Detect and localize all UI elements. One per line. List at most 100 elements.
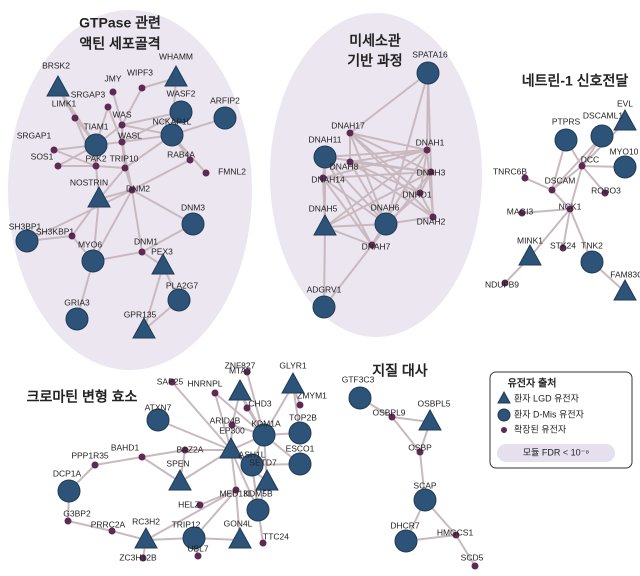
gene-lgd <box>418 408 442 431</box>
edge <box>107 106 123 143</box>
gene-label: HELZ <box>178 499 200 509</box>
gene-label: FMNL2 <box>218 166 246 176</box>
gene-expanded <box>118 121 126 129</box>
edge <box>67 520 113 532</box>
gene-expanded <box>91 461 99 469</box>
gene-label: RAB4A <box>167 149 195 159</box>
gene-label: TNK2 <box>581 240 603 250</box>
edge <box>94 456 143 466</box>
gene-label: DNAH7 <box>362 241 391 251</box>
gene-dmis <box>15 229 39 253</box>
gene-dmis <box>374 212 398 236</box>
gene-lgd <box>219 436 243 459</box>
edge <box>324 149 428 158</box>
edge <box>349 161 387 225</box>
gene-dmis <box>313 145 337 169</box>
gene-label: SRGAP1 <box>17 130 52 140</box>
legend-icon <box>497 390 511 404</box>
edge <box>145 489 237 541</box>
edge <box>324 171 432 228</box>
legend-item: 환자 LGD 유전자 <box>514 392 580 403</box>
gene-label: SOS1 <box>31 151 54 161</box>
legend-note: 모듈 FDR < 10⁻⁸ <box>523 447 590 457</box>
gene-label: OSBPL5 <box>417 398 450 408</box>
gene-label: BAHD1 <box>111 442 140 452</box>
gene-label: WHAMM <box>159 51 193 61</box>
gene-dmis <box>246 498 270 522</box>
gene-dmis <box>65 307 89 331</box>
gene-dmis <box>554 128 578 152</box>
gene-label: SH3BP1 <box>9 221 42 231</box>
edge <box>322 177 387 225</box>
gene-label: TOP2B <box>289 412 317 422</box>
gene-label: NOSTRIN <box>70 177 108 187</box>
gene-label: DNM3 <box>181 202 205 212</box>
gene-expanded <box>50 146 58 154</box>
gene-label: PTPRS <box>552 116 581 126</box>
gene-label: DCP1A <box>53 468 82 478</box>
gene-label: JMY <box>105 73 122 83</box>
gene-label: HNRNPL <box>188 378 223 388</box>
gene-label: CHD3 <box>248 398 271 408</box>
gene-label: TIAM1 <box>83 121 108 131</box>
edge <box>131 159 191 191</box>
gene-label: EVL <box>617 98 633 108</box>
gene-dmis <box>169 100 193 124</box>
gene-expanded <box>346 129 354 137</box>
gene-label: MED13L <box>219 488 252 498</box>
gene-label: MINK1 <box>517 235 543 245</box>
module-title: 기반 과정 <box>347 53 402 69</box>
gene-label: DHCR7 <box>390 520 420 530</box>
gene-label: SCAP <box>413 480 436 490</box>
gene-dmis <box>160 123 184 147</box>
gene-label: STK24 <box>550 240 576 250</box>
gene-expanded <box>518 209 526 217</box>
gene-expanded <box>68 232 76 240</box>
gene-lgd <box>255 468 279 491</box>
edge <box>427 72 432 173</box>
gene-label: NCK1 <box>559 201 582 211</box>
edge <box>322 171 432 179</box>
gene-label: PRRC2A <box>91 519 126 529</box>
gene-expanded <box>92 162 100 170</box>
gene-label: NDUFB9 <box>485 279 519 289</box>
gene-expanded <box>232 486 240 494</box>
edge <box>569 165 583 210</box>
gene-lgd <box>134 526 158 549</box>
gene-lgd <box>164 64 188 87</box>
edge <box>521 208 571 214</box>
legend-icon <box>497 408 511 422</box>
edge <box>385 72 429 225</box>
gene-expanded <box>54 162 62 170</box>
gene-label: DNAH6 <box>371 202 400 212</box>
gene-label: OSBP <box>408 442 432 452</box>
edge <box>349 161 434 218</box>
gene-label: WAS <box>112 109 131 119</box>
gene-label: FAM83G <box>610 269 640 279</box>
gene-dmis <box>348 386 372 410</box>
legend-note-bg <box>497 444 615 462</box>
edge <box>26 189 133 242</box>
gene-dmis <box>394 529 418 553</box>
gene-dmis <box>288 421 312 445</box>
gene-label: GTF3C3 <box>342 374 375 384</box>
gene-expanded <box>319 174 327 182</box>
gene-label: KDM1A <box>251 418 281 428</box>
edge <box>141 449 186 458</box>
gene-label: SPATA16 <box>412 49 448 59</box>
edge <box>324 149 428 228</box>
legend-item: 환자 D-Mis 유전자 <box>514 408 585 419</box>
gene-dmis <box>181 212 205 236</box>
gene-label: DNAH8 <box>330 161 359 171</box>
gene-expanded <box>194 552 202 560</box>
edge <box>121 124 126 169</box>
gene-label: ESCO1 <box>286 443 315 453</box>
gene-expanded <box>243 404 251 412</box>
gene-dmis <box>416 61 440 85</box>
gene-expanded <box>243 368 251 376</box>
edge <box>323 226 326 308</box>
gene-label: SH3KBP1 <box>36 226 75 236</box>
gene-expanded <box>423 146 431 154</box>
gene-lgd <box>168 468 192 491</box>
gene-lgd <box>151 252 175 275</box>
